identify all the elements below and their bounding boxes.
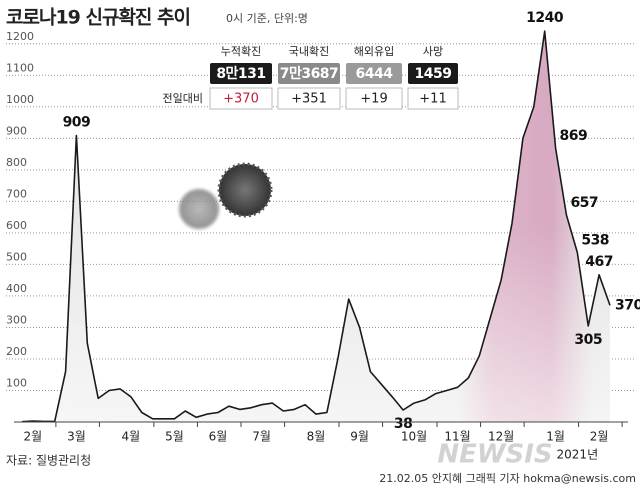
x-tick-label: 11월: [444, 430, 470, 444]
data-label: 370: [615, 297, 640, 313]
data-label: 869: [560, 128, 588, 144]
data-label: 38: [394, 416, 412, 432]
stat-total: 7만3687: [280, 66, 339, 82]
stat-header: 누적확진: [221, 45, 261, 58]
data-label: 305: [574, 332, 602, 348]
y-tick-label: 1200: [6, 30, 34, 43]
stat-header: 사망: [423, 45, 443, 58]
stat-total-box: [278, 63, 340, 84]
x-tick-label: 2월: [590, 430, 609, 444]
x-tick-label: 1월: [546, 430, 565, 444]
x-tick-label: 9월: [350, 430, 369, 444]
stat-header: 국내확진: [289, 45, 329, 58]
data-label: 657: [570, 195, 598, 211]
data-label: 909: [63, 114, 91, 130]
stat-change-box: [407, 87, 459, 110]
stat-change: +11: [419, 92, 446, 107]
y-tick-label: 700: [6, 187, 27, 200]
y-tick-label: 100: [6, 376, 27, 389]
plot-area: 100 200 300 400 500 600 700 800 900 1000 1100 1200 2…: [6, 10, 640, 462]
stat-change-box: [209, 87, 273, 110]
chart-subtitle: 0시 기준, 단위:명: [226, 12, 308, 25]
stat-change-box: [277, 87, 341, 110]
y-tick-label: 800: [6, 156, 27, 169]
stat-total-box: [408, 63, 458, 84]
line: [21, 30, 611, 423]
x-tick-label: 5월: [165, 430, 184, 444]
stat-total: 8만131: [216, 66, 265, 82]
y-tick-label: 300: [6, 313, 27, 326]
stats-table: 누적확진 8만131 +370 국내확진 7만3687 +351 해외유입 6444 +19 사망…: [163, 44, 459, 110]
stat-total-box: [210, 63, 272, 84]
stat-change-label: 전일대비: [163, 91, 203, 105]
y-tick-label: 1100: [6, 61, 34, 74]
area-fade: [22, 31, 610, 422]
stat-change: +370: [223, 92, 259, 107]
stat-change: +19: [360, 92, 387, 107]
source: 자료: 질병관리청: [6, 454, 91, 468]
y-tick-label: 200: [6, 345, 27, 358]
stat-total: 1459: [415, 66, 452, 82]
stat-change-box: [345, 87, 403, 110]
stat-total: 6444: [356, 66, 394, 82]
chart-title: 코로나19 신규확진 추이: [6, 6, 190, 29]
virus-blur: [179, 189, 219, 229]
y-tick-label: 500: [6, 250, 27, 263]
x-tick-label: 3월: [67, 430, 86, 444]
stat-header: 해외유입: [354, 44, 394, 58]
x-tick-label: 10월: [401, 430, 427, 444]
data-label: 467: [585, 254, 613, 270]
year-label: 2021년: [557, 448, 599, 462]
y-tick-label: 600: [6, 219, 27, 232]
data-label: 1240: [526, 10, 564, 26]
x-tick-label: 2월: [24, 430, 43, 444]
data-label: 538: [581, 232, 609, 248]
credit: 21.02.05 안지혜 그래픽 기자 hokma@newsis.com: [379, 472, 636, 485]
x-tick-label: 8월: [307, 430, 326, 444]
y-tick-label: 1000: [6, 93, 34, 106]
virus-illustration: [179, 162, 273, 229]
x-tick-label: 4월: [122, 430, 141, 444]
x-tick-label: 6월: [209, 430, 228, 444]
x-tick-label: 12월: [488, 430, 514, 444]
stat-change: +351: [291, 92, 327, 107]
x-tick-label: 7월: [252, 430, 271, 444]
watermark: NEWSIS: [437, 440, 552, 470]
y-tick-label: 900: [6, 124, 27, 137]
y-tick-label: 400: [6, 282, 27, 295]
stat-total-box: [346, 63, 402, 84]
virus: [217, 162, 273, 218]
